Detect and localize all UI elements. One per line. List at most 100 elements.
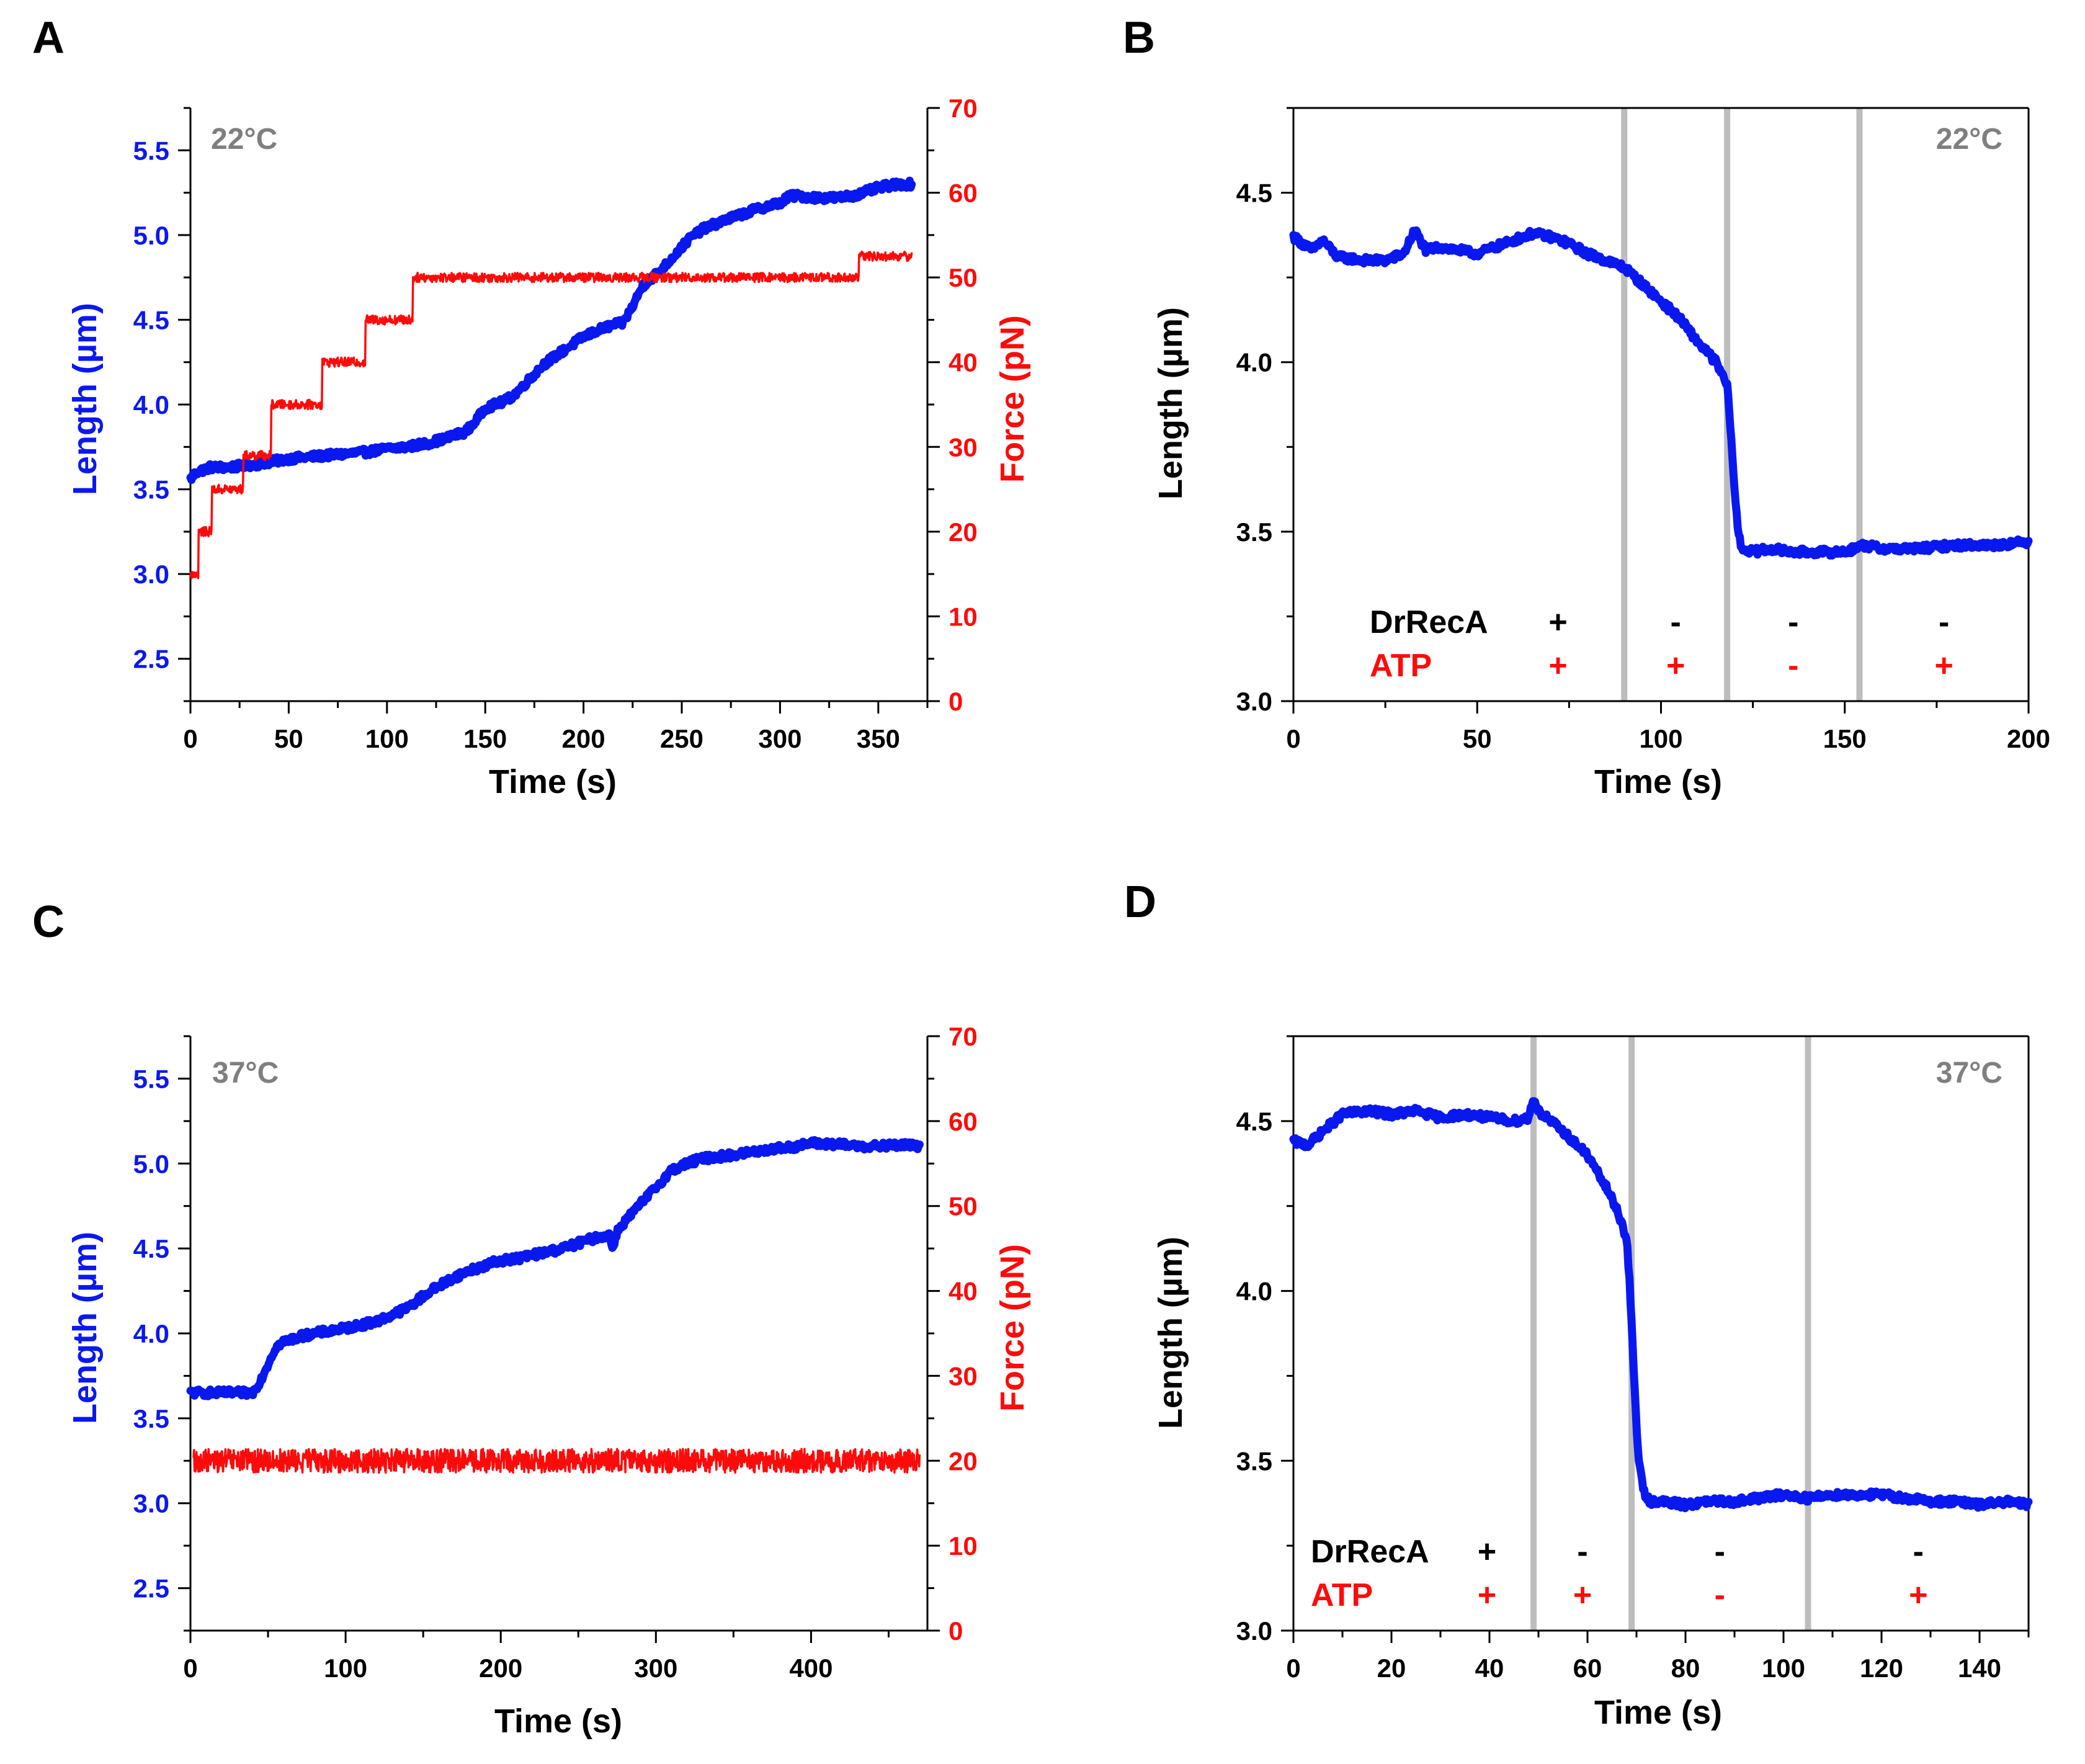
condition-atp-value: - [1788, 648, 1798, 684]
panel-c-plot: 0 100 200 300 400 2.5 3.0 3.5 4.0 4.5 5.0 5.5 0 10 20 3… [133, 1022, 978, 1683]
x-tick-label: 150 [1823, 724, 1867, 753]
y-tick-label: 5.5 [133, 1064, 169, 1093]
x-tick-label: 60 [1573, 1654, 1602, 1683]
panel-d-conditions: DrRecA ATP + + - + - - - + [1311, 1534, 1927, 1613]
panel-d: D 0 20 40 60 80 100 120 140 3.0 3.5 4.0 4.5 37°C Ti… [1124, 877, 2033, 1731]
condition-label-atp: ATP [1370, 648, 1432, 684]
panel-b-conditions: DrRecA ATP + + - + - - - + [1370, 604, 1953, 684]
condition-label-drreca: DrRecA [1311, 1534, 1429, 1570]
y2-tick-label: 50 [949, 263, 978, 292]
y-tick-label: 4.0 [1236, 348, 1272, 377]
panel-letter-b: B [1123, 13, 1155, 63]
length-trace [1289, 226, 2033, 560]
y-tick-label: 2.5 [133, 1574, 169, 1603]
condition-label-atp: ATP [1311, 1577, 1373, 1613]
y-tick-label: 3.0 [133, 560, 169, 589]
y2-tick-label: 30 [949, 1361, 978, 1390]
panel-a-temperature: 22°C [211, 123, 277, 156]
force-trace [189, 250, 913, 580]
condition-drreca-value: - [1715, 1534, 1725, 1570]
panel-a-plot: 0 50 100 150 200 250 300 3502.53.03.54.04.55.05… [133, 94, 978, 753]
y-tick-label: 4.0 [1236, 1277, 1272, 1306]
x-tick-label: 200 [562, 724, 605, 753]
panel-c-x-label: Time (s) [494, 1703, 622, 1740]
y2-tick-label: 0 [949, 687, 963, 716]
condition-drreca-value: - [1913, 1534, 1924, 1570]
y2-tick-label: 70 [949, 94, 978, 123]
y2-tick-label: 50 [949, 1192, 978, 1221]
panel-letter-c: C [32, 897, 65, 947]
buffer-exchange-band-3 [1856, 108, 1863, 701]
panel-c-y-label: Length (µm) [66, 1232, 104, 1424]
panel-b-x-label: Time (s) [1594, 763, 1722, 800]
y-tick-label: 3.0 [1236, 1616, 1272, 1645]
y-tick-label: 3.5 [133, 475, 169, 504]
condition-atp-value: + [1573, 1577, 1592, 1613]
panel-b: B 0 50 100 150 200 3.0 3.5 4.0 4.5 22°C Time (s)… [1123, 13, 2050, 800]
x-tick-label: 0 [183, 724, 197, 753]
y-tick-label: 3.5 [1236, 517, 1272, 547]
x-tick-label: 20 [1377, 1654, 1406, 1683]
x-tick-label: 0 [1286, 724, 1300, 753]
y-tick-label: 4.5 [1236, 179, 1272, 208]
x-tick-label: 0 [183, 1654, 197, 1683]
x-tick-label: 100 [1639, 724, 1682, 753]
condition-atp-value: - [1715, 1577, 1725, 1613]
x-tick-label: 150 [463, 724, 507, 753]
y2-tick-label: 60 [949, 179, 978, 208]
y-tick-label: 5.0 [133, 1149, 169, 1178]
force-trace [192, 1448, 921, 1474]
condition-atp-value: + [1478, 1577, 1496, 1613]
x-tick-label: 400 [789, 1654, 833, 1683]
condition-atp-value: + [1548, 648, 1567, 684]
panel-c: C 0 100 200 300 400 2.5 3.0 3.5 4.0 4.5 5.0 5.5 0 10 2… [32, 897, 1031, 1740]
panel-a-y2-label: Force (pN) [994, 315, 1031, 483]
condition-atp-value: + [1666, 648, 1685, 684]
x-tick-label: 100 [365, 724, 409, 753]
x-tick-label: 100 [1762, 1654, 1805, 1683]
y2-tick-label: 0 [949, 1616, 963, 1645]
x-tick-label: 300 [634, 1654, 677, 1683]
condition-drreca-value: - [1939, 604, 1949, 640]
y-tick-label: 3.0 [1236, 687, 1272, 716]
y2-tick-label: 40 [949, 348, 978, 377]
y2-tick-label: 60 [949, 1107, 978, 1136]
y-tick-label: 4.5 [133, 1234, 169, 1263]
y-tick-label: 2.5 [133, 645, 169, 674]
x-tick-label: 120 [1860, 1654, 1903, 1683]
y2-tick-label: 10 [949, 602, 978, 631]
x-tick-label: 200 [479, 1654, 522, 1683]
x-tick-label: 300 [758, 724, 801, 753]
panel-a-x-label: Time (s) [489, 763, 617, 800]
buffer-exchange-band-1 [1621, 108, 1628, 701]
panel-b-y-label: Length (µm) [1152, 307, 1189, 499]
panel-c-temperature: 37°C [212, 1057, 279, 1090]
condition-label-drreca: DrRecA [1370, 604, 1488, 640]
panel-letter-a: A [32, 13, 65, 63]
x-tick-label: 40 [1475, 1654, 1504, 1683]
buffer-exchange-band-3 [1805, 1036, 1811, 1631]
condition-atp-value: + [1909, 1577, 1927, 1613]
length-trace [1289, 1097, 2033, 1513]
condition-drreca-value: - [1671, 604, 1681, 640]
x-tick-label: 140 [1958, 1654, 2001, 1683]
panel-d-y-label: Length (µm) [1152, 1237, 1189, 1429]
x-tick-label: 0 [1286, 1654, 1300, 1683]
condition-drreca-value: + [1548, 604, 1567, 640]
x-tick-label: 80 [1671, 1654, 1700, 1683]
x-tick-label: 50 [274, 724, 303, 753]
panel-letter-d: D [1124, 877, 1156, 927]
length-trace [186, 1136, 924, 1400]
x-tick-label: 200 [2007, 724, 2050, 753]
y-tick-label: 3.5 [133, 1404, 169, 1433]
y-tick-label: 4.5 [1236, 1107, 1272, 1136]
y-tick-label: 4.5 [133, 305, 169, 334]
y2-tick-label: 70 [949, 1022, 978, 1051]
y-tick-label: 4.0 [133, 1319, 169, 1348]
condition-atp-value: + [1935, 648, 1953, 684]
panel-b-temperature: 22°C [1936, 123, 2002, 156]
x-tick-label: 50 [1463, 724, 1492, 753]
panel-d-x-label: Time (s) [1594, 1694, 1722, 1731]
y-tick-label: 4.0 [133, 390, 169, 419]
